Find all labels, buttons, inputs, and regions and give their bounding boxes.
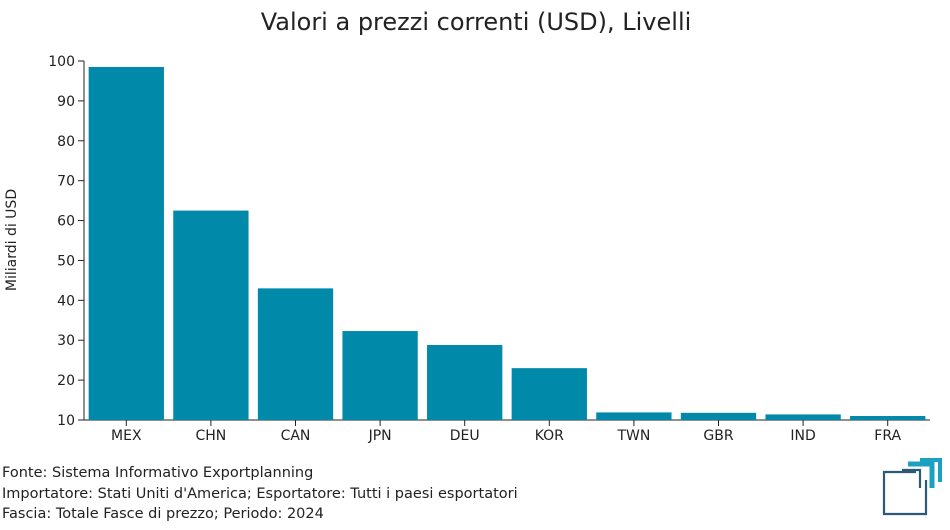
x-tick-label: GBR	[703, 428, 733, 444]
exportplanning-logo-icon	[882, 458, 942, 516]
x-tick-label: KOR	[535, 428, 564, 444]
bar-fra	[850, 416, 926, 420]
x-axis: MEX CHN CAN JPN DEU KOR TWN GBR IND FRA	[84, 419, 930, 444]
y-tick-label: 40	[57, 293, 75, 309]
bar-chn	[173, 210, 249, 420]
x-tick-label: CAN	[281, 428, 311, 444]
bar-gbr	[680, 412, 757, 420]
chart-title: Valori a prezzi correnti (USD), Livelli	[261, 8, 692, 36]
y-tick-label: 100	[48, 54, 75, 70]
x-tick-label: DEU	[450, 428, 480, 444]
bar-ind	[765, 414, 841, 420]
y-tick-label: 90	[57, 94, 75, 110]
footer-source: Fonte: Sistema Informativo Exportplannin…	[2, 465, 314, 481]
bar-kor	[511, 368, 587, 420]
x-tick-label: TWN	[616, 428, 650, 444]
bars	[88, 66, 926, 420]
x-tick-label: JPN	[368, 428, 392, 444]
bar-twn	[596, 412, 672, 420]
bar-chart: Valori a prezzi correnti (USD), Livelli …	[4, 8, 930, 444]
x-tick-label: MEX	[111, 428, 142, 444]
bar-mex	[88, 66, 164, 420]
y-tick-label: 70	[57, 174, 75, 190]
x-tick-label: CHN	[196, 428, 227, 444]
y-tick-label: 50	[57, 253, 75, 269]
footer-band: Fascia: Totale Fasce di prezzo; Periodo:…	[2, 506, 324, 522]
y-tick-label: 20	[57, 373, 75, 389]
footer-importer: Importatore: Stati Uniti d'America; Espo…	[2, 485, 518, 502]
y-tick-label: 80	[57, 134, 75, 150]
y-axis: 10 20 30 40 50 60 70 80 90 100	[48, 54, 85, 429]
bar-deu	[427, 345, 503, 420]
y-tick-label: 10	[57, 413, 75, 429]
bar-can	[257, 288, 334, 420]
y-tick-label: 60	[57, 214, 75, 230]
chart-footer: Fonte: Sistema Informativo Exportplannin…	[2, 463, 518, 525]
bar-jpn	[342, 331, 418, 420]
x-tick-label: IND	[790, 428, 815, 444]
x-tick-label: FRA	[874, 428, 901, 444]
y-tick-label: 30	[57, 333, 75, 349]
y-axis-label: Miliardi di USD	[4, 189, 20, 291]
